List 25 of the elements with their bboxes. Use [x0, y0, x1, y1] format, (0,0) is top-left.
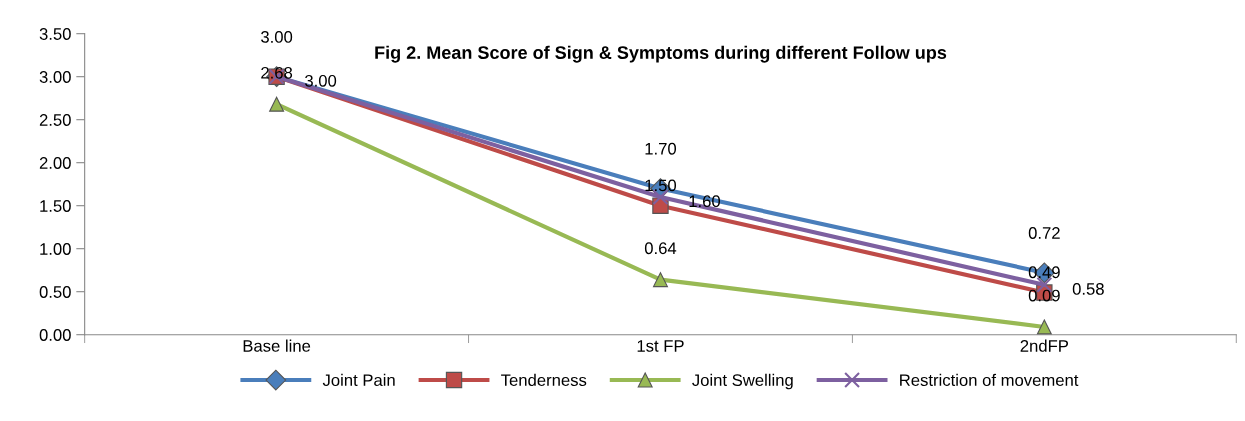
data-label: 3.00 — [261, 31, 293, 43]
y-tick-label: 0.00 — [39, 329, 71, 341]
x-tick-label: 1st FP — [637, 340, 684, 352]
legend-label: Tenderness — [501, 373, 587, 387]
y-tick-label: 2.00 — [39, 157, 71, 169]
text: Fig 2. Mean Score of Sign & Symptoms during different Follow ups — [375, 45, 947, 63]
point — [652, 272, 668, 288]
x-tick-label: 2ndFP — [1020, 339, 1069, 352]
data-label: 1.70 — [645, 142, 677, 155]
point — [269, 96, 285, 112]
y-tick-label: 1.00 — [40, 243, 71, 255]
y-tick-label: 3.50 — [39, 28, 71, 40]
y-tick-label: 2.50 — [39, 114, 71, 126]
legend-label: Restriction of movement — [900, 373, 1079, 387]
y-tick-label: 1.50 — [40, 200, 71, 212]
y-tick-label: 0.50 — [39, 286, 71, 298]
data-label: 0.58 — [1072, 283, 1104, 295]
data-label: 3.00 — [305, 74, 337, 87]
point — [1036, 319, 1052, 335]
data-label: 0.72 — [1028, 227, 1060, 239]
x-tick-label: Base line — [243, 339, 311, 352]
legend-label: Joint Swelling — [692, 373, 793, 390]
legend-label: Joint Pain — [322, 373, 395, 387]
data-label: 0.64 — [644, 242, 677, 255]
y-tick-label: 3.00 — [39, 71, 71, 83]
